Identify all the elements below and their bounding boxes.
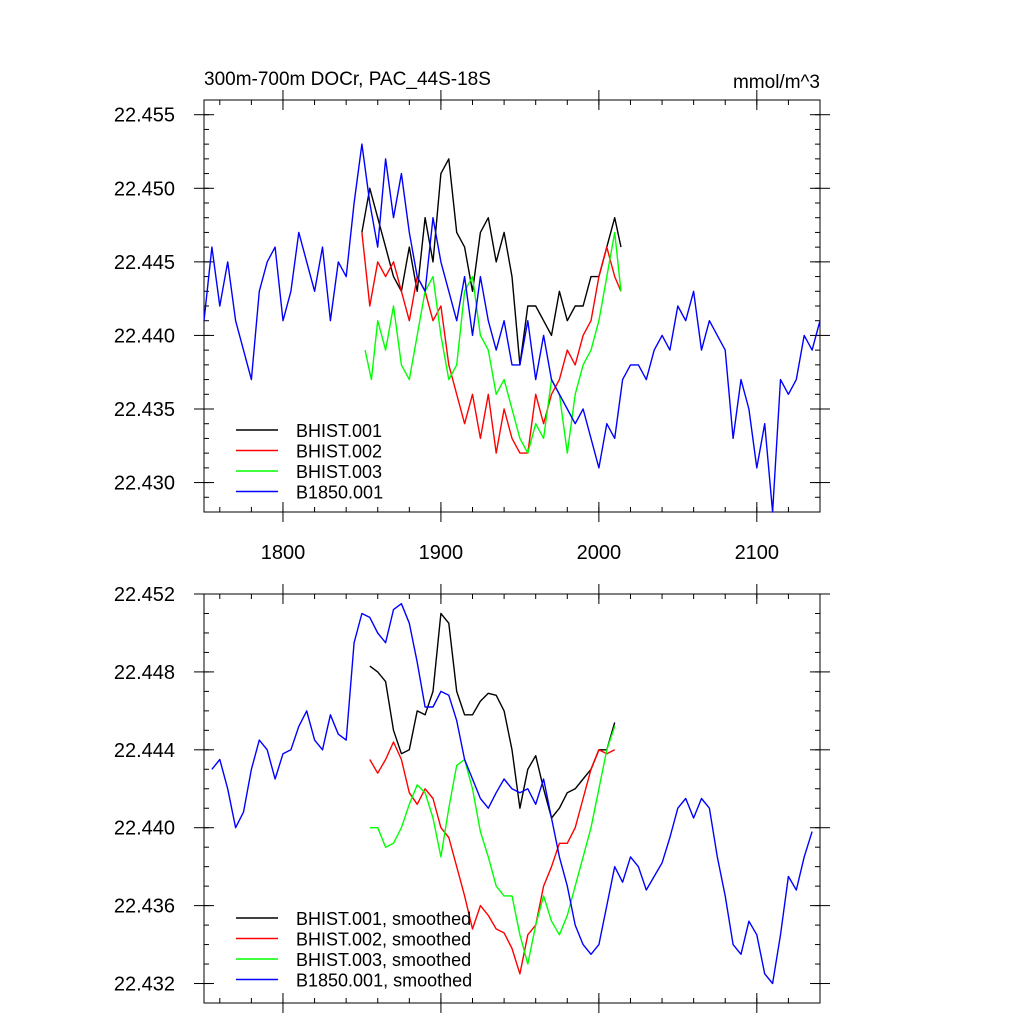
series-line <box>369 741 616 975</box>
legend-label: B1850.001, smoothed <box>296 971 472 991</box>
top-series-lines <box>203 143 821 513</box>
bottom-y-tick-labels: 22.432 22.436 22.440 22.444 22.448 22.452 <box>114 584 175 996</box>
bottom-ticks <box>194 584 830 1013</box>
legend-label: BHIST.001, smoothed <box>296 909 471 929</box>
y-tick-label: 22.452 <box>114 584 175 606</box>
y-tick-label: 22.436 <box>114 896 175 918</box>
top-y-tick-labels: 22.430 22.435 22.440 22.445 22.450 22.455 <box>114 105 175 495</box>
legend-label: BHIST.001 <box>296 421 382 441</box>
series-line <box>361 158 622 366</box>
legend-label: BHIST.002 <box>296 442 382 462</box>
legend-label: BHIST.003 <box>296 462 382 482</box>
legend-label: BHIST.002, smoothed <box>296 930 471 950</box>
series-line <box>364 231 622 454</box>
y-tick-label: 22.450 <box>114 178 175 200</box>
x-tick-label: 2100 <box>735 542 780 564</box>
series-line <box>369 726 616 965</box>
y-tick-label: 22.440 <box>114 325 175 347</box>
y-tick-label: 22.440 <box>114 818 175 840</box>
y-tick-label: 22.448 <box>114 662 175 684</box>
series-line <box>361 232 622 454</box>
x-tick-label: 1800 <box>261 542 306 564</box>
legend-label: BHIST.003, smoothed <box>296 950 471 970</box>
y-tick-label: 22.455 <box>114 105 175 127</box>
bottom-series-lines <box>211 603 813 985</box>
y-tick-label: 22.444 <box>114 740 175 762</box>
bottom-panel: 22.432 22.436 22.440 22.444 22.448 22.452 BHI… <box>114 584 830 1013</box>
y-tick-label: 22.430 <box>114 473 175 495</box>
y-tick-label: 22.432 <box>114 974 175 996</box>
x-tick-label: 2000 <box>577 542 622 564</box>
x-tick-label: 1900 <box>419 542 464 564</box>
series-line <box>369 612 616 819</box>
legend-label: B1850.001 <box>296 483 383 503</box>
top-ticks <box>194 90 830 522</box>
y-tick-label: 22.435 <box>114 399 175 421</box>
series-line <box>203 143 821 513</box>
y-tick-label: 22.445 <box>114 252 175 274</box>
series-line <box>211 603 813 985</box>
top-units: mmol/m^3 <box>733 72 820 93</box>
top-title: 300m-700m DOCr, PAC_44S-18S <box>204 69 491 90</box>
top-panel: 300m-700m DOCr, PAC_44S-18S mmol/m^3 22.… <box>114 69 830 564</box>
bottom-plot-frame <box>203 593 821 1004</box>
top-x-tick-labels: 1800 1900 2000 2100 <box>261 542 779 564</box>
